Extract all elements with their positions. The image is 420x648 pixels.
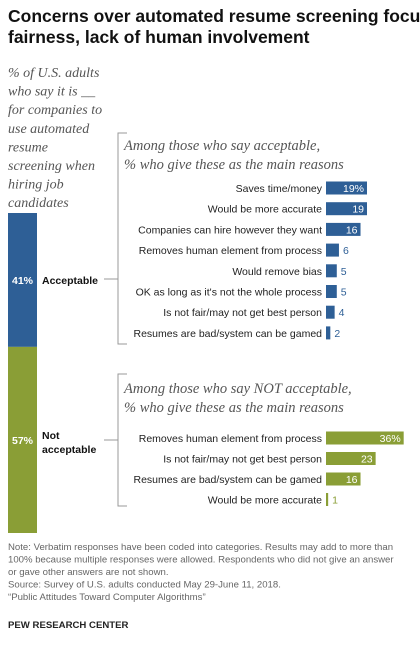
note-line: Source: Survey of U.S. adults conducted … bbox=[8, 580, 281, 591]
question-line: for companies to bbox=[8, 103, 102, 118]
title-line: Concerns over automated resume screening… bbox=[8, 6, 420, 26]
question-line: candidates bbox=[8, 196, 69, 211]
bar-value-label: 6 bbox=[343, 245, 349, 257]
bar-category-label: Is not fair/may not get best person bbox=[163, 307, 322, 319]
stack-value-not-acceptable: 57% bbox=[12, 435, 34, 447]
bar-category-label: Resumes are bad/system can be gamed bbox=[133, 328, 322, 340]
bar bbox=[326, 326, 331, 340]
bar bbox=[326, 222, 361, 236]
title-line: fairness, lack of human involvement bbox=[8, 27, 310, 47]
bar-category-label: Companies can hire however they want bbox=[138, 224, 322, 236]
bar bbox=[326, 305, 335, 319]
bar-category-label: Would be more accurate bbox=[208, 495, 322, 507]
bar-value-label: 5 bbox=[341, 287, 347, 299]
note-line: 100% because multiple responses were all… bbox=[8, 555, 394, 566]
question-line: screening when bbox=[8, 159, 95, 174]
bar-value-label: 16 bbox=[346, 224, 358, 236]
bar-category-label: Would remove bias bbox=[232, 266, 322, 278]
stack-segment-acceptable bbox=[8, 213, 37, 347]
bar-category-label: Removes human element from process bbox=[139, 433, 322, 445]
bar-value-label: 23 bbox=[361, 454, 373, 466]
bar-value-label: 2 bbox=[334, 328, 340, 340]
bar-value-label: 19 bbox=[352, 204, 364, 216]
question-line: hiring job bbox=[8, 178, 64, 193]
note-line: Note: Verbatim responses have been coded… bbox=[8, 542, 393, 553]
bar bbox=[326, 264, 337, 278]
stack-value-acceptable: 41% bbox=[12, 275, 34, 287]
bar-value-label: 36% bbox=[380, 433, 401, 445]
acceptable-reasons-chart: Among those who say acceptable, % who giv… bbox=[123, 138, 367, 340]
bar-value-label: 1 bbox=[332, 495, 338, 507]
bar-value-label: 5 bbox=[341, 266, 347, 278]
bar bbox=[326, 493, 329, 506]
panel-heading-line: Among those who say NOT acceptable, bbox=[123, 381, 352, 397]
bar-category-label: Saves time/money bbox=[236, 183, 323, 195]
stack-label-not-acceptable: Not bbox=[42, 430, 60, 442]
note-line: “Public Attitudes Toward Computer Algori… bbox=[8, 592, 206, 603]
chart-notes: Note: Verbatim responses have been coded… bbox=[8, 542, 394, 603]
question-line: who say it is __ bbox=[8, 85, 96, 100]
panel-heading-line: % who give these as the main reasons bbox=[124, 400, 344, 416]
bar-category-label: Removes human element from process bbox=[139, 245, 322, 257]
bar-category-label: Is not fair/may not get best person bbox=[163, 454, 322, 466]
question-line: use automated bbox=[8, 122, 90, 137]
bar bbox=[326, 285, 337, 298]
bar bbox=[326, 202, 367, 216]
stack-label-acceptable: Acceptable bbox=[42, 275, 98, 287]
panel-heading-line: % who give these as the main reasons bbox=[124, 157, 344, 173]
bar bbox=[326, 431, 404, 445]
bar-value-label: 19% bbox=[343, 183, 364, 195]
bar-category-label: Resumes are bad/system can be gamed bbox=[133, 474, 322, 486]
stack-label-not-acceptable: acceptable bbox=[42, 444, 96, 456]
bar-category-label: Would be more accurate bbox=[208, 204, 322, 216]
question-line: % of U.S. adults bbox=[8, 66, 100, 81]
chart-title: Concerns over automated resume screening… bbox=[8, 6, 420, 47]
stack-segment-not-acceptable bbox=[8, 346, 37, 533]
panel-heading-line: Among those who say acceptable, bbox=[123, 138, 320, 154]
bar bbox=[326, 452, 376, 465]
bracket-acceptable bbox=[117, 132, 127, 345]
bar-category-label: OK as long as it's not the whole process bbox=[136, 287, 322, 299]
question-text: % of U.S. adults who say it is __for comp… bbox=[8, 66, 102, 211]
bar bbox=[326, 472, 361, 486]
note-line: or gave other answers are not shown. bbox=[8, 567, 169, 578]
not-acceptable-reasons-chart: Among those who say NOT acceptable, % who… bbox=[123, 381, 404, 507]
bar bbox=[326, 243, 339, 257]
bar-value-label: 16 bbox=[346, 474, 358, 486]
stacked-bar: 41% 57% Acceptable Not acceptable bbox=[8, 213, 98, 533]
source-label: PEW RESEARCH CENTER bbox=[8, 620, 129, 631]
question-line: resume bbox=[8, 140, 48, 155]
bar bbox=[326, 181, 367, 195]
brackets bbox=[104, 132, 127, 507]
bar-value-label: 4 bbox=[339, 307, 345, 319]
